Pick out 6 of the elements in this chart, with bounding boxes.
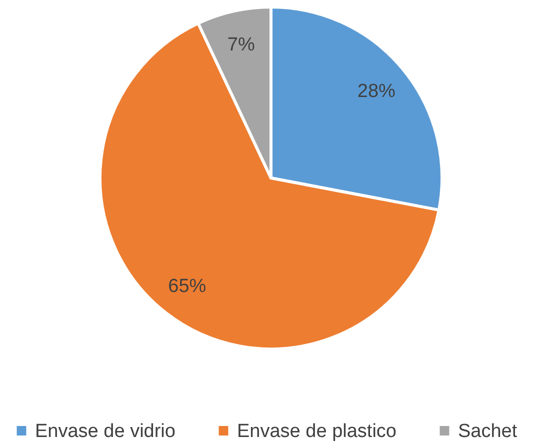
legend-label: Sachet <box>458 420 518 442</box>
legend-label: Envase de vidrio <box>35 420 176 442</box>
data-label: 7% <box>227 34 255 56</box>
data-label: 28% <box>357 80 396 102</box>
data-label: 65% <box>168 276 206 298</box>
legend-label: Envase de plastico <box>237 420 396 442</box>
